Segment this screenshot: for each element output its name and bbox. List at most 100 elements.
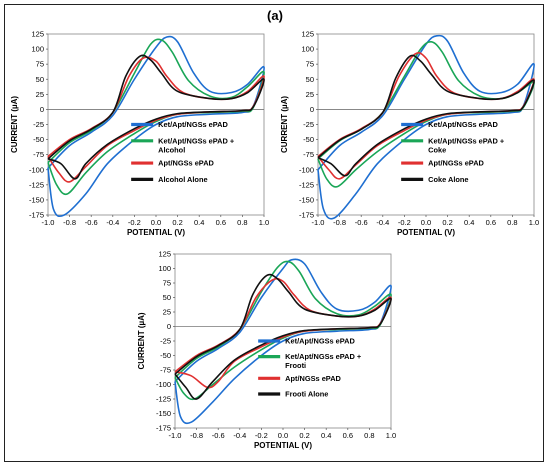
chart-panel-alcohol: 125 100 75 50 25 0 -25 -50 -75 -100 -125 -150 -175-1… bbox=[10, 30, 269, 238]
legend-label-line: Ket/Apt/NGSs ePAD + bbox=[428, 136, 505, 145]
legend-label-2: Apt/NGSs ePAD bbox=[158, 159, 214, 168]
y-tick-label: -50 bbox=[160, 351, 171, 360]
chart-panel-coke: 125 100 75 50 25 0 -25 -50 -75 -100 -125 -150 -175-1… bbox=[280, 30, 539, 238]
y-tick-label: -75 bbox=[33, 150, 44, 159]
x-tick-label: 0.2 bbox=[442, 218, 452, 227]
x-tick-label: -1.0 bbox=[42, 218, 55, 227]
x-tick-label: 0.6 bbox=[343, 431, 353, 440]
y-tick-label: -25 bbox=[160, 337, 171, 346]
y-tick-label: -150 bbox=[29, 195, 44, 204]
series-line-1 bbox=[47, 38, 265, 196]
x-tick-label: 0.6 bbox=[486, 218, 496, 227]
y-tick-label: 100 bbox=[301, 45, 314, 54]
y-tick-label: -50 bbox=[303, 135, 314, 144]
x-tick-label: 0.2 bbox=[299, 431, 309, 440]
legend-label-line: Alcohol bbox=[158, 145, 185, 154]
x-tick-label: 0.0 bbox=[151, 218, 161, 227]
x-tick-label: 0.6 bbox=[216, 218, 226, 227]
x-tick-label: -0.6 bbox=[355, 218, 368, 227]
x-tick-label: 0.4 bbox=[194, 218, 204, 227]
x-tick-label: -0.2 bbox=[398, 218, 411, 227]
y-tick-label: -25 bbox=[33, 120, 44, 129]
x-tick-label: -0.8 bbox=[190, 431, 203, 440]
y-tick-label: 125 bbox=[31, 30, 44, 39]
legend-label-line: Coke bbox=[428, 145, 446, 154]
x-tick-label: -0.6 bbox=[212, 431, 225, 440]
y-tick-label: -50 bbox=[33, 135, 44, 144]
y-tick-label: -125 bbox=[29, 180, 44, 189]
legend-label-0: Ket/Apt/NGSs ePAD bbox=[285, 337, 355, 346]
x-axis-label: POTENTIAL (V) bbox=[127, 228, 185, 237]
y-tick-label: -175 bbox=[299, 211, 314, 220]
y-tick-label: 75 bbox=[36, 60, 44, 69]
series-line-0 bbox=[174, 258, 392, 425]
y-tick-label: 50 bbox=[163, 293, 171, 302]
series-line-0 bbox=[47, 35, 265, 218]
x-tick-label: -1.0 bbox=[169, 431, 182, 440]
x-tick-label: 1.0 bbox=[529, 218, 539, 227]
y-tick-label: 50 bbox=[36, 75, 44, 84]
y-tick-label: 125 bbox=[301, 30, 314, 39]
x-tick-label: -0.8 bbox=[333, 218, 346, 227]
chart-panel-frooti: 125 100 75 50 25 0 -25 -50 -75 -100 -125 -150 -175-1… bbox=[137, 250, 396, 451]
y-tick-label: -125 bbox=[156, 395, 171, 404]
x-axis-label: POTENTIAL (V) bbox=[397, 228, 455, 237]
x-tick-label: 1.0 bbox=[386, 431, 396, 440]
series-line-0 bbox=[317, 34, 535, 220]
series-line-2 bbox=[47, 56, 265, 183]
y-tick-label: 50 bbox=[306, 75, 314, 84]
x-tick-label: -0.4 bbox=[106, 218, 119, 227]
series-line-3 bbox=[47, 54, 265, 180]
y-tick-label: -175 bbox=[156, 424, 171, 433]
figure-label: (a) bbox=[267, 8, 283, 23]
series-line-3 bbox=[317, 54, 535, 177]
legend-label-1: Ket/Apt/NGSs ePAD + Coke bbox=[428, 136, 505, 154]
y-tick-label: 0 bbox=[167, 322, 171, 331]
x-tick-label: -1.0 bbox=[312, 218, 325, 227]
x-tick-label: 0.0 bbox=[278, 431, 288, 440]
legend-label-0: Ket/Apt/NGSs ePAD bbox=[428, 120, 498, 129]
y-tick-label: 100 bbox=[158, 264, 171, 273]
y-tick-label: 0 bbox=[310, 105, 314, 114]
series-line-3 bbox=[174, 273, 392, 400]
figure-frame bbox=[4, 4, 544, 462]
y-tick-label: -100 bbox=[156, 380, 171, 389]
x-tick-label: -0.4 bbox=[233, 431, 246, 440]
x-tick-label: 0.0 bbox=[421, 218, 431, 227]
x-tick-label: 0.8 bbox=[237, 218, 247, 227]
x-tick-label: 0.2 bbox=[172, 218, 182, 227]
legend-label-3: Frooti Alone bbox=[285, 389, 328, 398]
x-tick-label: -0.6 bbox=[85, 218, 98, 227]
legend-label-line: Ket/Apt/NGSs ePAD + bbox=[285, 352, 362, 361]
y-tick-label: -75 bbox=[160, 366, 171, 375]
x-tick-label: -0.2 bbox=[255, 431, 268, 440]
legend-label-1: Ket/Apt/NGSs ePAD + Frooti bbox=[285, 352, 362, 370]
series-line-2 bbox=[174, 277, 392, 389]
x-tick-label: 0.4 bbox=[321, 431, 331, 440]
y-axis-label: CURRENT (µA) bbox=[137, 312, 146, 369]
y-tick-label: 0 bbox=[40, 105, 44, 114]
y-tick-label: 25 bbox=[36, 90, 44, 99]
x-tick-label: 0.8 bbox=[507, 218, 517, 227]
x-axis-label: POTENTIAL (V) bbox=[254, 441, 312, 450]
y-tick-label: 75 bbox=[306, 60, 314, 69]
y-tick-label: -75 bbox=[303, 150, 314, 159]
legend-label-0: Ket/Apt/NGSs ePAD bbox=[158, 120, 228, 129]
y-tick-label: -125 bbox=[299, 180, 314, 189]
series-line-1 bbox=[174, 260, 392, 401]
y-tick-label: -100 bbox=[29, 165, 44, 174]
legend-label-3: Alcohol Alone bbox=[158, 175, 207, 184]
y-tick-label: 25 bbox=[306, 90, 314, 99]
y-tick-label: 25 bbox=[163, 308, 171, 317]
x-tick-label: 1.0 bbox=[259, 218, 269, 227]
x-tick-label: -0.4 bbox=[376, 218, 389, 227]
series-line-2 bbox=[317, 51, 535, 180]
y-axis-label: CURRENT (µA) bbox=[10, 96, 19, 153]
legend-label-3: Coke Alone bbox=[428, 175, 468, 184]
x-tick-label: 0.4 bbox=[464, 218, 474, 227]
legend-label-1: Ket/Apt/NGSs ePAD + Alcohol bbox=[158, 136, 235, 154]
legend-label-2: Apt/NGSs ePAD bbox=[285, 374, 341, 383]
x-tick-label: 0.8 bbox=[364, 431, 374, 440]
series-line-1 bbox=[317, 40, 535, 188]
y-tick-label: -175 bbox=[29, 211, 44, 220]
